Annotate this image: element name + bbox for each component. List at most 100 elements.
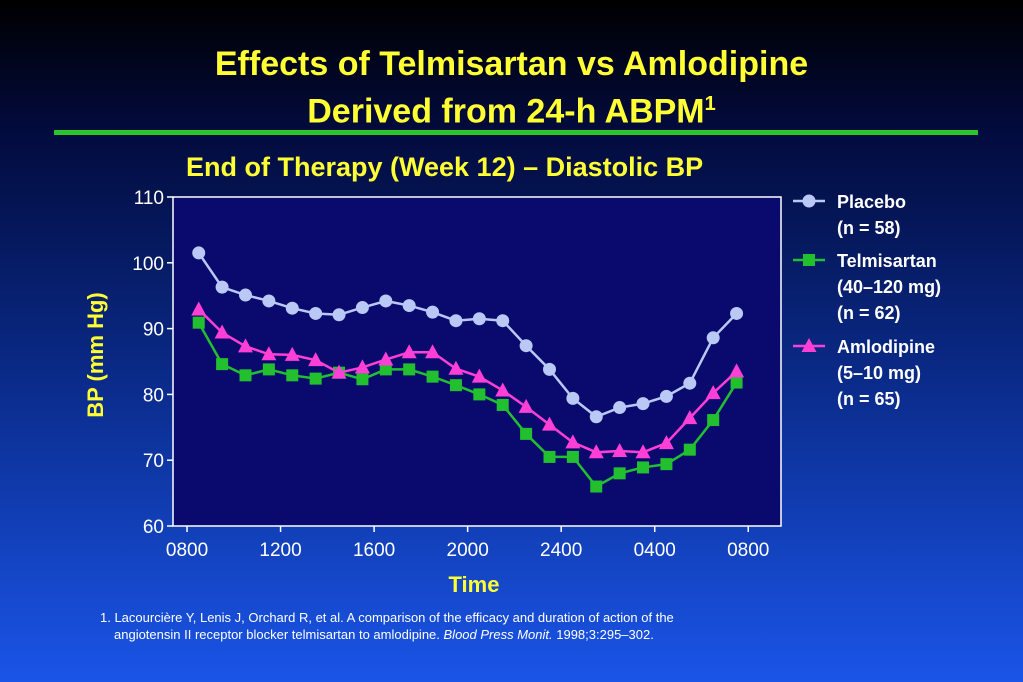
- x-tick-label: 1200: [259, 540, 301, 561]
- legend-marker-placebo: [802, 194, 816, 208]
- data-point-amlodipine: [658, 435, 674, 450]
- legend-marker-telmisartan: [803, 254, 815, 266]
- y-tick-label: 70: [143, 451, 164, 472]
- data-point-amlodipine: [448, 360, 464, 375]
- data-point-telmisartan: [730, 376, 743, 389]
- data-point-telmisartan: [637, 461, 650, 474]
- data-point-amlodipine: [284, 346, 300, 361]
- x-tick-label: 2400: [540, 540, 582, 561]
- chart-title: End of Therapy (Week 12) – Diastolic BP: [186, 152, 704, 182]
- footnote-journal: Blood Press Monit.: [443, 627, 553, 642]
- footnote: 1. Lacourcière Y, Lenis J, Orchard R, et…: [100, 609, 820, 643]
- data-point-placebo: [379, 294, 393, 308]
- data-point-placebo: [589, 410, 603, 424]
- data-point-placebo: [472, 312, 486, 326]
- data-point-telmisartan: [707, 414, 720, 427]
- data-point-amlodipine: [635, 444, 651, 459]
- x-tick-label: 0400: [634, 540, 676, 561]
- data-point-amlodipine: [612, 442, 628, 457]
- data-point-amlodipine: [541, 416, 557, 431]
- legend-label: (40–120 mg): [837, 277, 941, 297]
- data-point-telmisartan: [403, 363, 416, 376]
- data-point-placebo: [309, 306, 323, 320]
- data-point-placebo: [683, 376, 697, 390]
- legend-label: Placebo: [837, 192, 906, 212]
- data-point-placebo: [192, 246, 206, 260]
- data-point-telmisartan: [309, 372, 322, 385]
- data-point-telmisartan: [660, 458, 673, 471]
- footnote-citation: 1998;3:295–302.: [552, 627, 654, 642]
- data-point-telmisartan: [543, 450, 556, 463]
- x-tick-label: 2000: [447, 540, 489, 561]
- data-point-placebo: [659, 389, 673, 403]
- title-line-1: Effects of Telmisartan vs Amlodipine: [214, 45, 809, 83]
- data-point-telmisartan: [590, 480, 603, 493]
- data-point-telmisartan: [449, 379, 462, 392]
- data-point-amlodipine: [705, 385, 721, 400]
- data-point-telmisartan: [520, 427, 533, 440]
- y-tick-label: 110: [134, 188, 164, 209]
- legend-label: Telmisartan: [837, 251, 937, 271]
- data-point-placebo: [332, 308, 346, 322]
- y-tick-label: 80: [143, 385, 164, 406]
- data-point-telmisartan: [613, 467, 626, 480]
- plot-area: [172, 196, 782, 527]
- data-point-amlodipine: [588, 444, 604, 459]
- footnote-line-2: angiotensin II receptor blocker telmisar…: [100, 626, 820, 643]
- legend-label: (5–10 mg): [837, 363, 921, 383]
- y-tick-label: 90: [143, 320, 164, 341]
- data-point-placebo: [636, 397, 650, 411]
- data-point-telmisartan: [216, 358, 229, 371]
- data-point-amlodipine: [425, 344, 441, 359]
- x-tick-label: 1600: [353, 540, 395, 561]
- data-point-telmisartan: [192, 316, 205, 329]
- data-point-telmisartan: [473, 388, 486, 401]
- data-point-telmisartan: [356, 373, 369, 386]
- data-point-telmisartan: [379, 363, 392, 376]
- y-tick-label: 60: [143, 517, 164, 538]
- data-point-amlodipine: [378, 351, 394, 366]
- data-point-placebo: [519, 339, 533, 353]
- legend-label: (n = 58): [837, 218, 901, 238]
- data-point-amlodipine: [261, 346, 277, 361]
- data-point-amlodipine: [729, 363, 745, 378]
- data-point-placebo: [706, 331, 720, 345]
- title-line-2-text: Derived from 24-h ABPM: [307, 92, 705, 131]
- data-point-amlodipine: [354, 359, 370, 374]
- data-point-placebo: [566, 391, 580, 405]
- data-point-amlodipine: [237, 338, 253, 353]
- x-axis-label: Time: [449, 572, 500, 597]
- slide-title: Effects of Telmisartan vs Amlodipine Der…: [0, 44, 1023, 131]
- data-point-telmisartan: [286, 369, 299, 382]
- data-point-placebo: [215, 280, 229, 294]
- data-point-amlodipine: [331, 364, 347, 379]
- data-point-placebo: [496, 314, 510, 328]
- data-point-amlodipine: [401, 344, 417, 359]
- y-axis-label: BP (mm Hg): [83, 292, 108, 418]
- title-divider: [54, 130, 978, 135]
- y-tick-label: 100: [132, 254, 164, 275]
- data-point-amlodipine: [565, 434, 581, 449]
- data-point-telmisartan: [262, 363, 275, 376]
- data-point-placebo: [449, 314, 463, 328]
- legend-marker-amlodipine: [801, 338, 817, 352]
- legend-label: (n = 65): [837, 389, 901, 409]
- data-point-amlodipine: [214, 324, 230, 339]
- data-point-telmisartan: [426, 370, 439, 383]
- footnote-text: angiotensin II receptor blocker telmisar…: [114, 627, 444, 642]
- data-point-placebo: [402, 299, 416, 313]
- x-tick-label: 0800: [166, 540, 208, 561]
- data-point-placebo: [426, 305, 440, 319]
- data-point-telmisartan: [566, 450, 579, 463]
- data-point-placebo: [262, 294, 276, 308]
- data-point-placebo: [542, 362, 556, 376]
- data-point-placebo: [238, 288, 252, 302]
- data-point-amlodipine: [518, 398, 534, 413]
- data-point-amlodipine: [495, 382, 511, 397]
- title-line-2: Derived from 24-h ABPM1: [0, 84, 1023, 131]
- x-tick-label: 0800: [727, 540, 769, 561]
- legend-label: (n = 62): [837, 303, 901, 323]
- data-point-telmisartan: [496, 398, 509, 411]
- data-point-telmisartan: [239, 369, 252, 382]
